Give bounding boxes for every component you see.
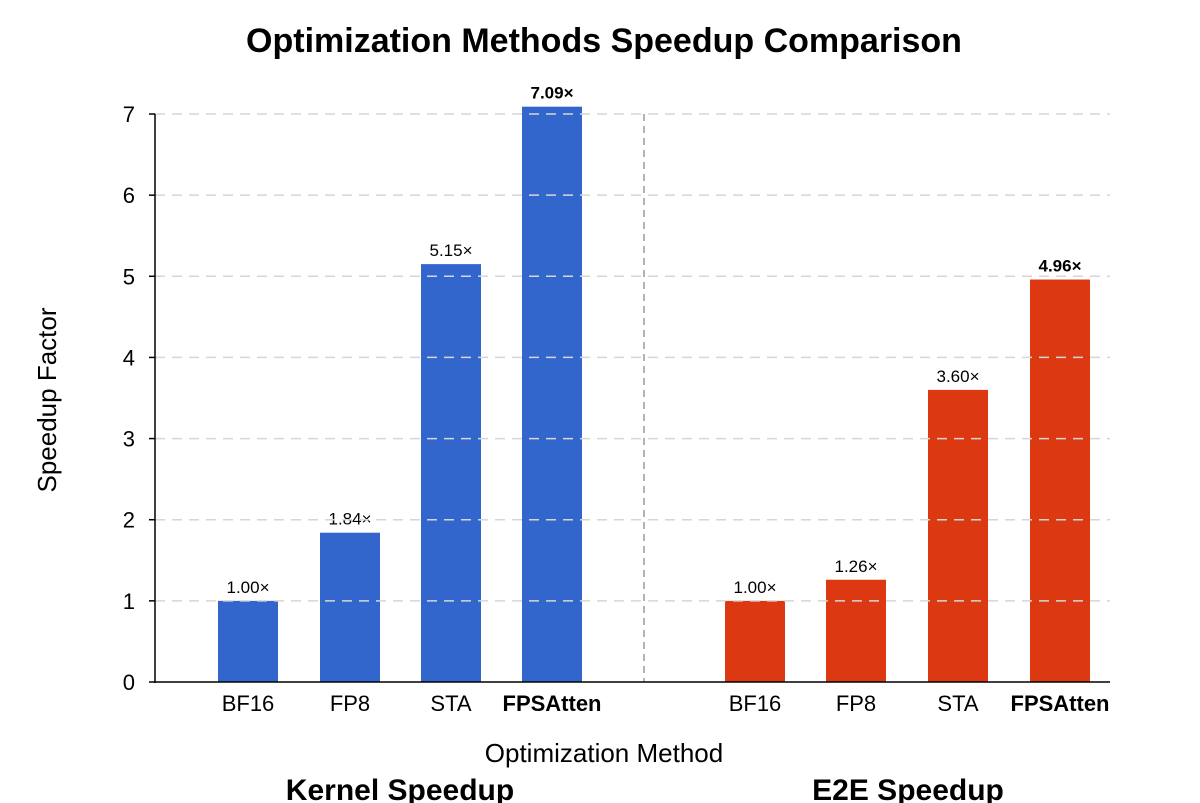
y-tick-label: 0 xyxy=(123,670,135,695)
value-label: 3.60× xyxy=(936,367,979,386)
x-axis-label: Optimization Method xyxy=(485,738,723,768)
value-label: 7.09× xyxy=(530,84,573,103)
x-tick-label: BF16 xyxy=(729,691,782,716)
x-tick-label: FP8 xyxy=(836,691,876,716)
bar-kernel-fpsatten xyxy=(522,106,582,682)
bar-kernel-fp8 xyxy=(320,532,380,682)
bars: 1.00×1.84×5.15×7.09×1.00×1.26×3.60×4.96× xyxy=(155,84,1110,682)
value-label: 4.96× xyxy=(1038,257,1081,276)
x-tick-label: BF16 xyxy=(222,691,275,716)
y-tick-label: 3 xyxy=(123,427,135,452)
value-label: 1.00× xyxy=(226,578,269,597)
chart-title: Optimization Methods Speedup Comparison xyxy=(246,22,962,60)
bar-e2e-sta xyxy=(928,389,988,682)
y-tick-label: 5 xyxy=(123,264,135,289)
value-label: 5.15× xyxy=(429,241,472,260)
bar-kernel-bf16 xyxy=(218,600,278,682)
y-tick-label: 7 xyxy=(123,102,135,127)
group-label-e2e: E2E Speedup xyxy=(812,774,1004,803)
y-tick-label: 1 xyxy=(123,589,135,614)
value-label: 1.26× xyxy=(834,557,877,576)
axes: BF16 FP8 STA FPSAtten BF16 FP8 STA FPSAtten 0 1 2 3… xyxy=(123,102,1110,716)
x-tick-label: STA xyxy=(430,691,471,716)
x-tick-label: STA xyxy=(937,691,978,716)
y-tick-label: 6 xyxy=(123,183,135,208)
x-tick-label: FPSAtten xyxy=(1011,691,1110,716)
bar-e2e-fpsatten xyxy=(1030,279,1090,682)
x-tick-label: FP8 xyxy=(330,691,370,716)
bar-kernel-sta xyxy=(421,264,481,682)
value-label: 1.00× xyxy=(733,578,776,597)
y-tick-label: 2 xyxy=(123,508,135,533)
bar-e2e-fp8 xyxy=(826,579,886,682)
group-label-kernel: Kernel Speedup xyxy=(286,774,514,803)
x-tick-label: FPSAtten xyxy=(503,691,602,716)
y-axis-label: Speedup Factor xyxy=(32,307,62,492)
bar-e2e-bf16 xyxy=(725,600,785,682)
y-tick-label: 4 xyxy=(123,345,135,370)
